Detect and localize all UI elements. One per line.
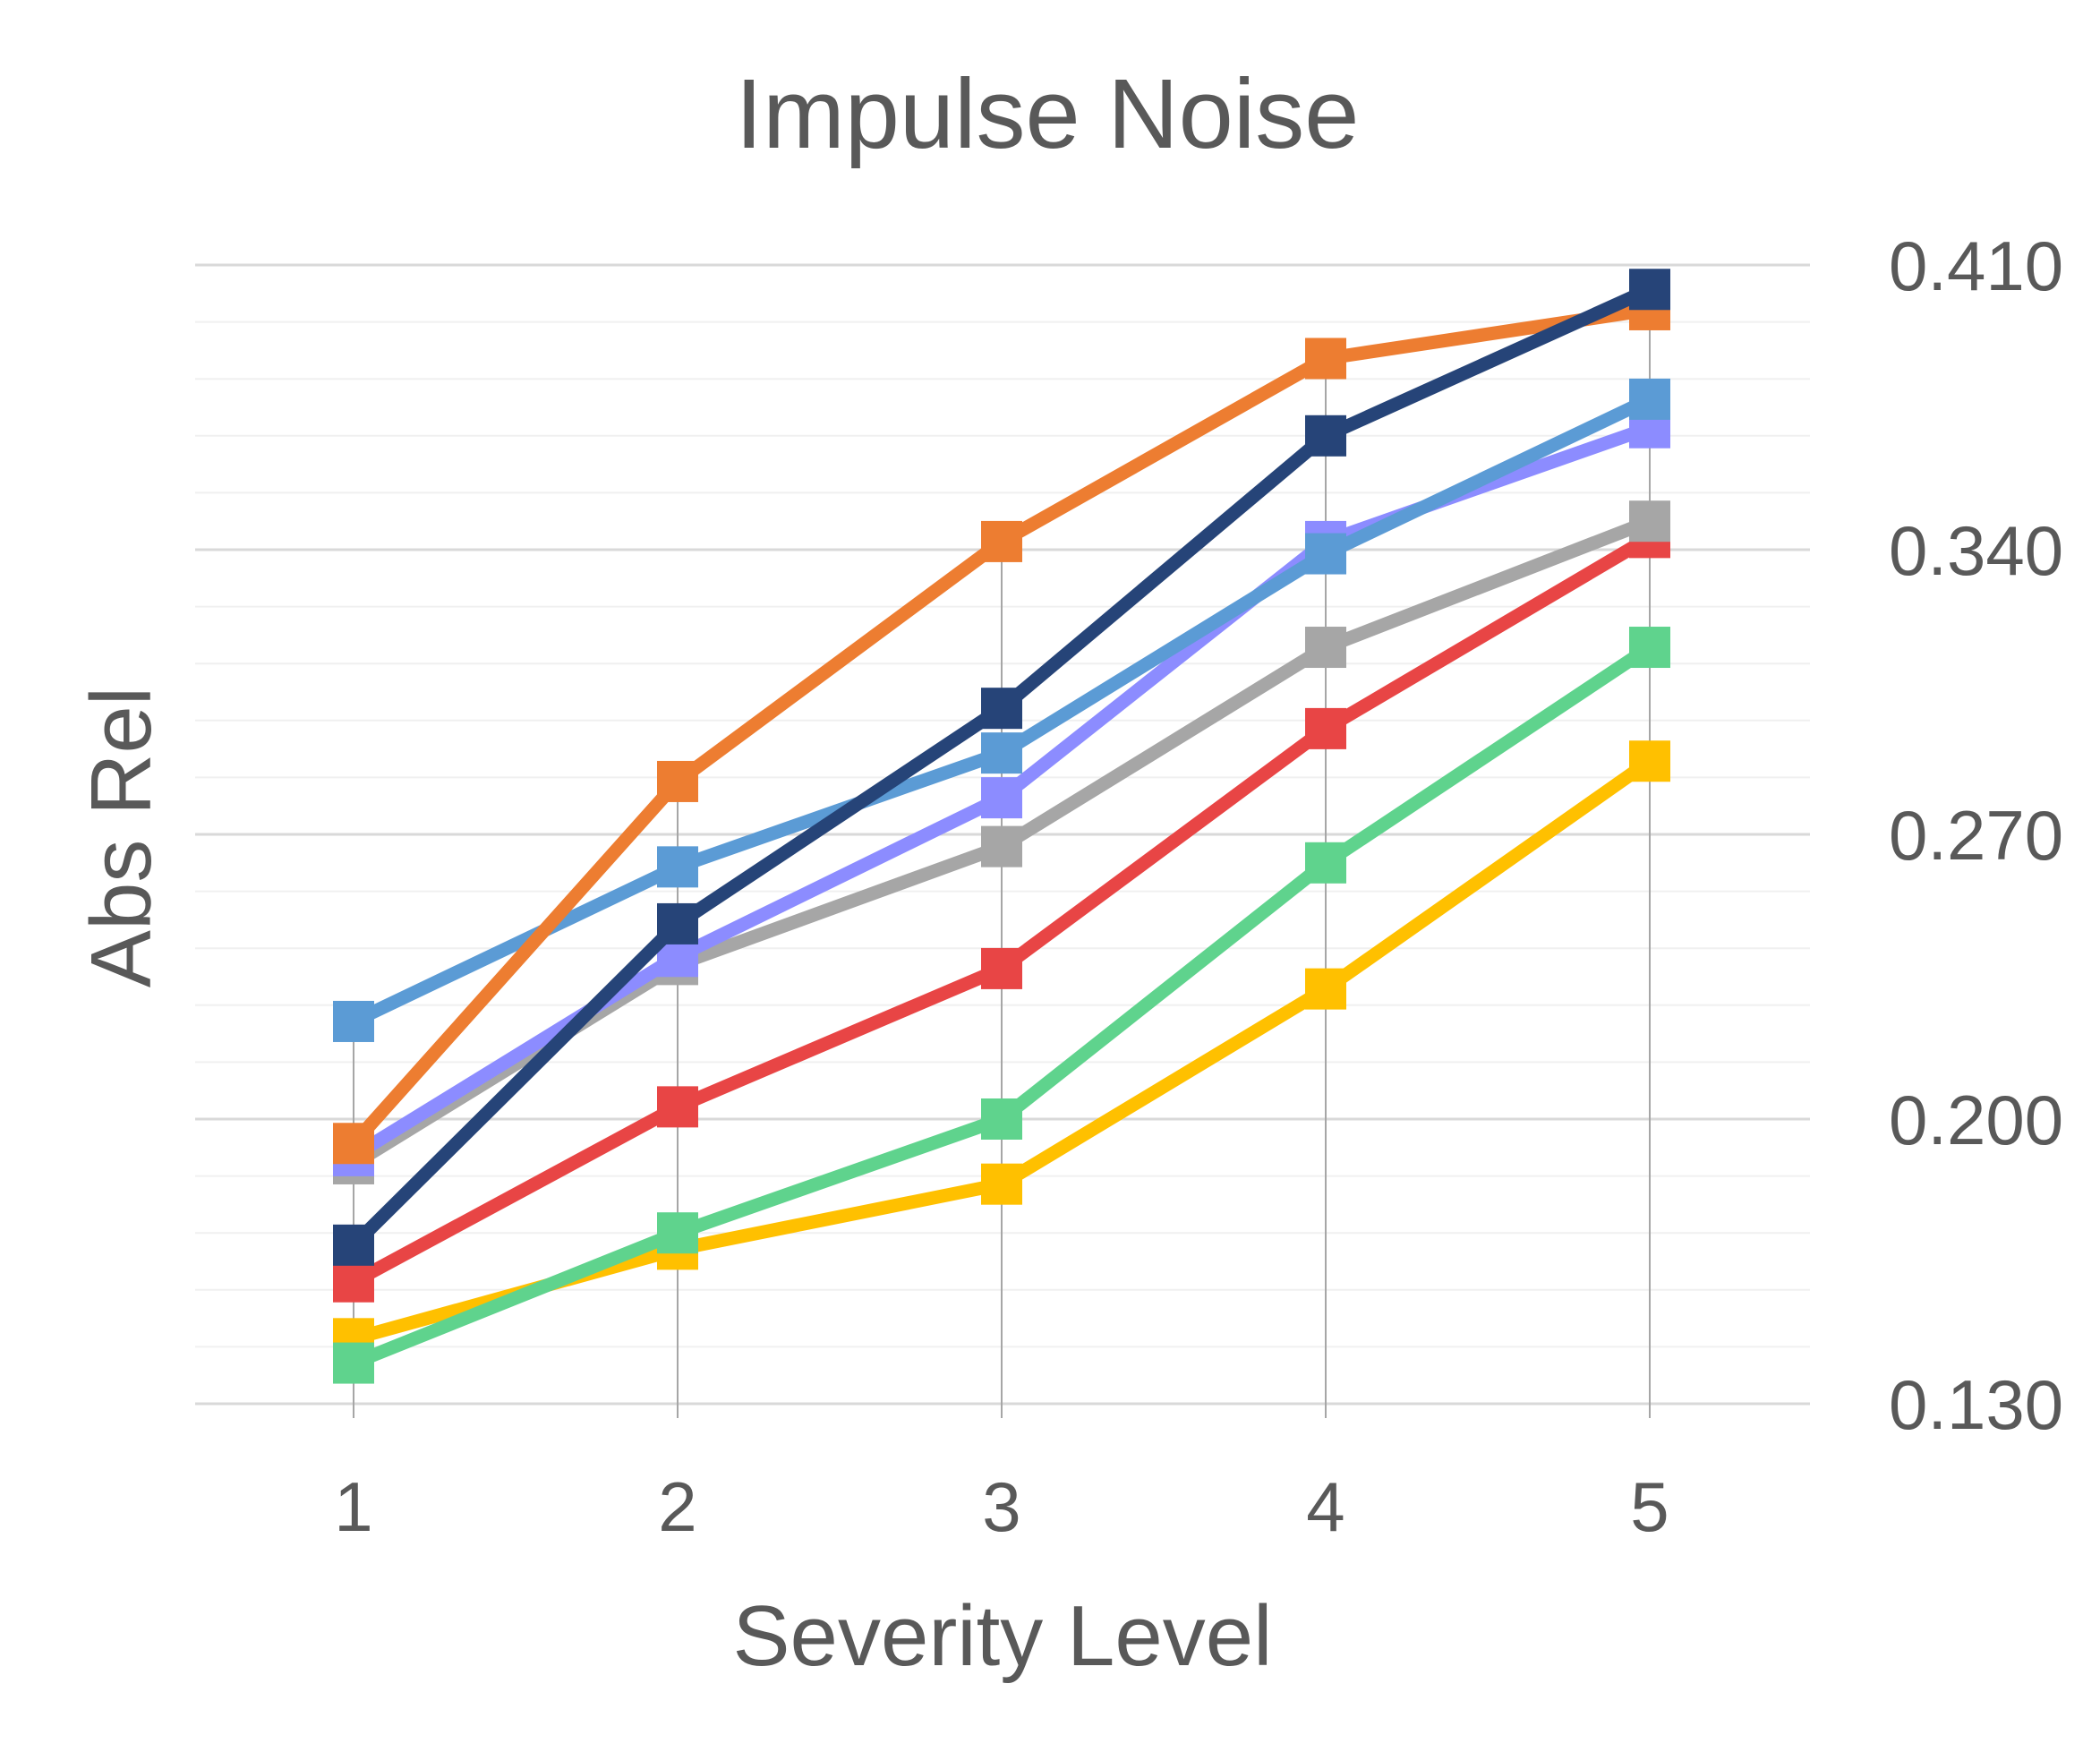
x-tick-label: 2 — [658, 1467, 696, 1546]
series — [333, 269, 1670, 1384]
data-point — [657, 902, 698, 944]
data-point — [1629, 500, 1670, 543]
y-tick-label: 0.130 — [1889, 1365, 2063, 1444]
series-group — [333, 288, 1670, 1165]
data-point — [981, 732, 1022, 774]
series-group — [333, 627, 1670, 1384]
data-point — [981, 777, 1022, 819]
y-tick-label: 0.270 — [1889, 796, 2063, 875]
y-tick-label: 0.410 — [1889, 226, 2063, 305]
data-point — [333, 1000, 374, 1042]
x-tick-label: 1 — [334, 1467, 372, 1546]
data-point — [1629, 627, 1670, 669]
data-point — [981, 1163, 1022, 1205]
data-point — [1305, 414, 1346, 457]
data-point — [981, 947, 1022, 989]
data-point — [1305, 533, 1346, 575]
data-point — [1629, 740, 1670, 782]
data-point — [1305, 338, 1346, 380]
y-tick-label: 0.200 — [1889, 1081, 2063, 1159]
data-point — [333, 1342, 374, 1384]
x-tick-label: 5 — [1630, 1467, 1669, 1546]
data-point — [1305, 842, 1346, 884]
data-point — [981, 825, 1022, 867]
data-point — [657, 1212, 698, 1254]
data-point — [333, 1261, 374, 1303]
data-point — [657, 1086, 698, 1128]
data-point — [657, 846, 698, 888]
series-group — [333, 269, 1670, 1266]
chart-title: Impulse Noise — [736, 59, 1360, 169]
y-axis-ticks: 0.410 0.340 0.270 0.200 0.130 — [1889, 226, 2063, 1444]
y-axis-title: Abs Rel — [73, 687, 169, 987]
data-point — [1629, 269, 1670, 311]
data-point — [333, 1224, 374, 1266]
series-group — [333, 378, 1670, 1042]
data-point — [1629, 378, 1670, 420]
data-point — [981, 1098, 1022, 1140]
data-point — [981, 688, 1022, 730]
x-tick-label: 3 — [982, 1467, 1020, 1546]
y-tick-label: 0.340 — [1889, 511, 2063, 590]
data-point — [981, 520, 1022, 562]
data-point — [657, 760, 698, 802]
data-point — [1305, 707, 1346, 749]
x-axis-ticks: 1 2 3 4 5 — [334, 1467, 1669, 1546]
x-tick-label: 4 — [1306, 1467, 1345, 1546]
data-point — [1305, 627, 1346, 669]
data-point — [1305, 968, 1346, 1010]
data-point — [333, 1123, 374, 1165]
x-axis-title: Severity Level — [733, 1588, 1273, 1684]
